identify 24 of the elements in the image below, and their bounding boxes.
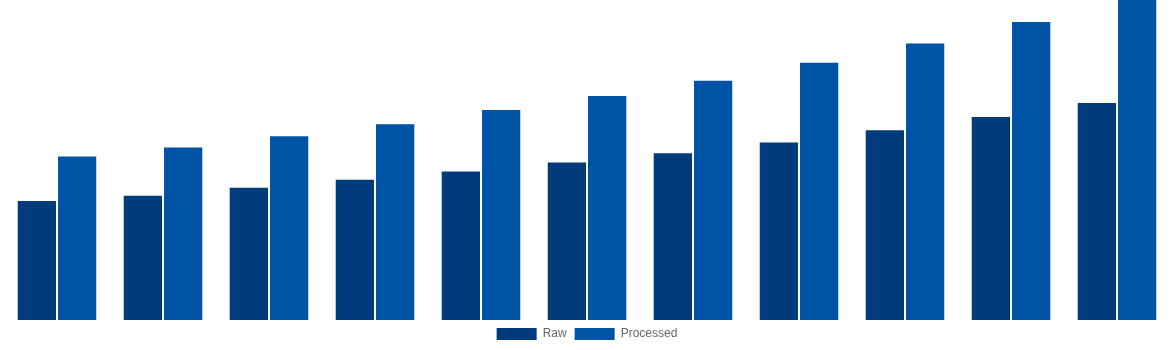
bar (971, 117, 1010, 320)
bar (759, 142, 798, 320)
bar (270, 136, 309, 320)
bar (588, 96, 627, 320)
bar (123, 195, 162, 320)
bar (1118, 0, 1157, 320)
legend-label: Processed (620, 326, 678, 341)
bar (1012, 22, 1051, 320)
bar (335, 179, 374, 320)
bar (376, 124, 415, 320)
bar (653, 153, 692, 320)
bar (164, 147, 203, 320)
bar (547, 162, 586, 320)
legend-label: Raw (542, 326, 567, 341)
bar (441, 171, 480, 320)
bar (482, 110, 521, 320)
bar (694, 80, 733, 320)
bar (229, 187, 268, 320)
bar (906, 43, 945, 320)
bar (865, 130, 904, 320)
bar (58, 156, 97, 320)
bar (17, 200, 56, 320)
bar (800, 62, 839, 320)
bar (1077, 103, 1116, 320)
